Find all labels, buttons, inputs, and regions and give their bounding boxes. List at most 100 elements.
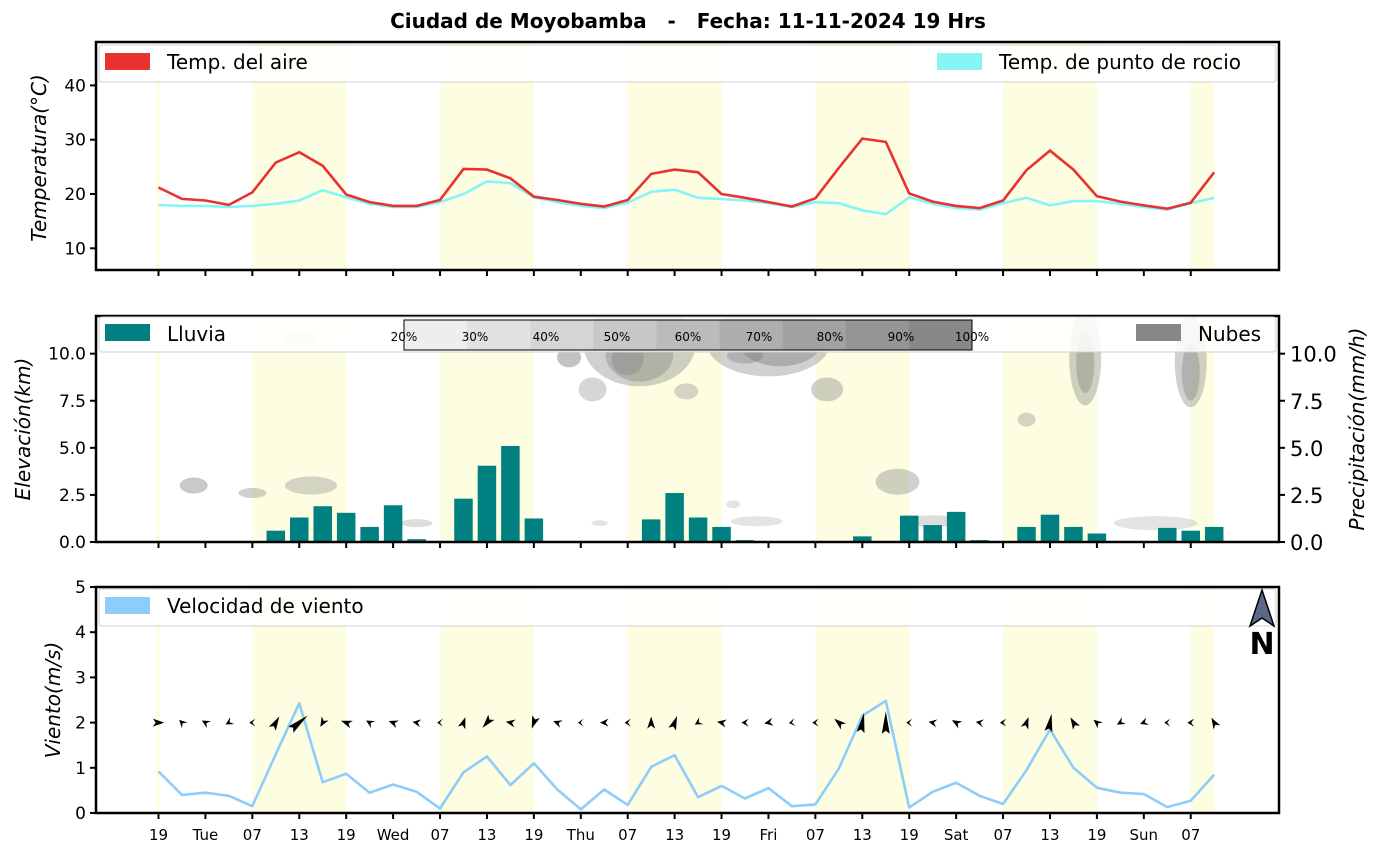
wind-y-label: Viento(m/s) [41, 642, 65, 759]
wind-arrow-icon [1211, 717, 1221, 730]
y-tick-label: 0.0 [1290, 531, 1323, 555]
wind-panel-frame [94, 585, 1281, 815]
wind-arrow-icon [975, 719, 985, 728]
wind-arrow-head [288, 715, 308, 733]
wind-legend-swatch [105, 597, 150, 614]
x-tick-label: 07 [994, 826, 1013, 844]
daytime-band [1190, 316, 1215, 542]
rain-bar [688, 517, 708, 542]
colorbar-segment [656, 320, 721, 350]
y-tick-label: 2.5 [59, 486, 86, 506]
daytime-band [1190, 587, 1215, 813]
x-tick-label: 19 [149, 826, 168, 844]
temperature-lines [157, 137, 1216, 216]
wind-arrow-head [225, 717, 235, 725]
precipitation-y-label: Precipitación(mm/h) [1345, 328, 1369, 531]
cloud-area [1181, 344, 1200, 401]
wind-arrow-icon [437, 718, 443, 727]
dewpoint-legend-swatch [937, 53, 982, 70]
wind-arrow-icon [249, 718, 256, 727]
wind-arrow-icon [201, 720, 211, 729]
north-label: N [1249, 627, 1274, 662]
wind-arrow-icon [599, 718, 609, 727]
x-tick-label: 19 [524, 826, 543, 844]
wind-arrow-icon [812, 718, 819, 727]
wind-arrow-icon [268, 716, 280, 731]
y-tick-label: 4 [75, 623, 86, 643]
x-tick-label: 07 [618, 826, 637, 844]
clouds-legend-swatch [1136, 324, 1181, 341]
x-tick-label: 19 [337, 826, 356, 844]
air-temp-line [157, 137, 1216, 211]
rain-bar [1064, 526, 1083, 542]
colorbar-label: 100% [955, 330, 989, 344]
rain-bar [1158, 527, 1177, 542]
wind-arrow-icon [340, 720, 353, 729]
rain-legend-swatch [105, 324, 150, 341]
x-tick-label: 07 [806, 826, 825, 844]
wind-arrow-head [812, 718, 819, 727]
rain-bar [313, 506, 332, 542]
y-tick-label: 5.0 [59, 439, 86, 459]
wind-arrow-head [578, 718, 584, 727]
wind-legend: Velocidad de viento [98, 588, 1277, 627]
y-tick-label: 2.5 [1290, 484, 1323, 508]
rain-bar [641, 519, 661, 542]
wind-arrow-icon [553, 720, 563, 728]
wind-arrow-head [951, 720, 963, 729]
wind-arrow-head [340, 720, 353, 729]
wind-arrow-icon [717, 719, 727, 728]
wind-arrow-head [764, 717, 774, 726]
colorbar-frame [403, 319, 973, 351]
cloud-area [730, 516, 783, 527]
wind-arrow-head [1044, 713, 1053, 733]
wind-arrow-head [624, 718, 631, 727]
colorbar-label: 40% [533, 330, 560, 344]
y-tick-label: 20 [64, 185, 86, 205]
wind-arrow-head [437, 718, 443, 727]
cloud-area [238, 488, 267, 499]
wind-arrow-icon [668, 716, 678, 731]
wind-arrow-icon [951, 720, 963, 729]
colorbar-label: 50% [604, 330, 631, 344]
y-tick-label: 40 [64, 76, 86, 96]
wind-arrow-icon [624, 718, 631, 727]
wind-arrow-head [412, 719, 422, 728]
y-tick-label: 10.0 [1290, 343, 1337, 367]
x-tick-label: 19 [1087, 826, 1106, 844]
wind-arrow-head [268, 716, 280, 731]
wind-arrow-head [1164, 718, 1171, 727]
wind-arrow-head [1093, 719, 1103, 729]
wind-arrow-head [388, 720, 399, 728]
cloud-area [875, 468, 920, 495]
y-tick-label: 30 [64, 131, 86, 151]
wind-arrow-head [975, 719, 985, 728]
y-tick-label: 1 [75, 759, 86, 779]
wind-arrow-head [1187, 718, 1195, 727]
wind-arrow-head [179, 719, 188, 729]
wind-arrow-icon [906, 718, 913, 727]
rain-panel-frame [94, 314, 1281, 544]
colorbar-segment [908, 320, 973, 350]
rain-bar [290, 517, 309, 542]
x-tick-label: 13 [665, 826, 684, 844]
x-tick-label: 13 [290, 826, 309, 844]
daytime-band [156, 42, 160, 270]
colorbar-segment [530, 320, 594, 350]
daytime-band [156, 316, 160, 542]
wind-arrow-head [647, 716, 656, 729]
wind-arrow-head [928, 719, 938, 728]
elevation-y-label: Elevación(km) [11, 358, 35, 501]
wind-arrow-icon [1044, 713, 1053, 733]
rain-bar [1181, 530, 1200, 542]
x-tick-label: 13 [853, 826, 872, 844]
wind-arrow-head [599, 718, 609, 727]
wind-arrow-head [906, 718, 913, 727]
wind-arrow-icon [1093, 719, 1103, 729]
x-tick-label: Fri [760, 826, 778, 844]
daytime-band [156, 587, 160, 813]
rain-bar [477, 465, 497, 542]
colorbar-segment [467, 320, 531, 350]
y-tick-label: 7.5 [1290, 390, 1323, 414]
daytime-band [1190, 42, 1215, 270]
